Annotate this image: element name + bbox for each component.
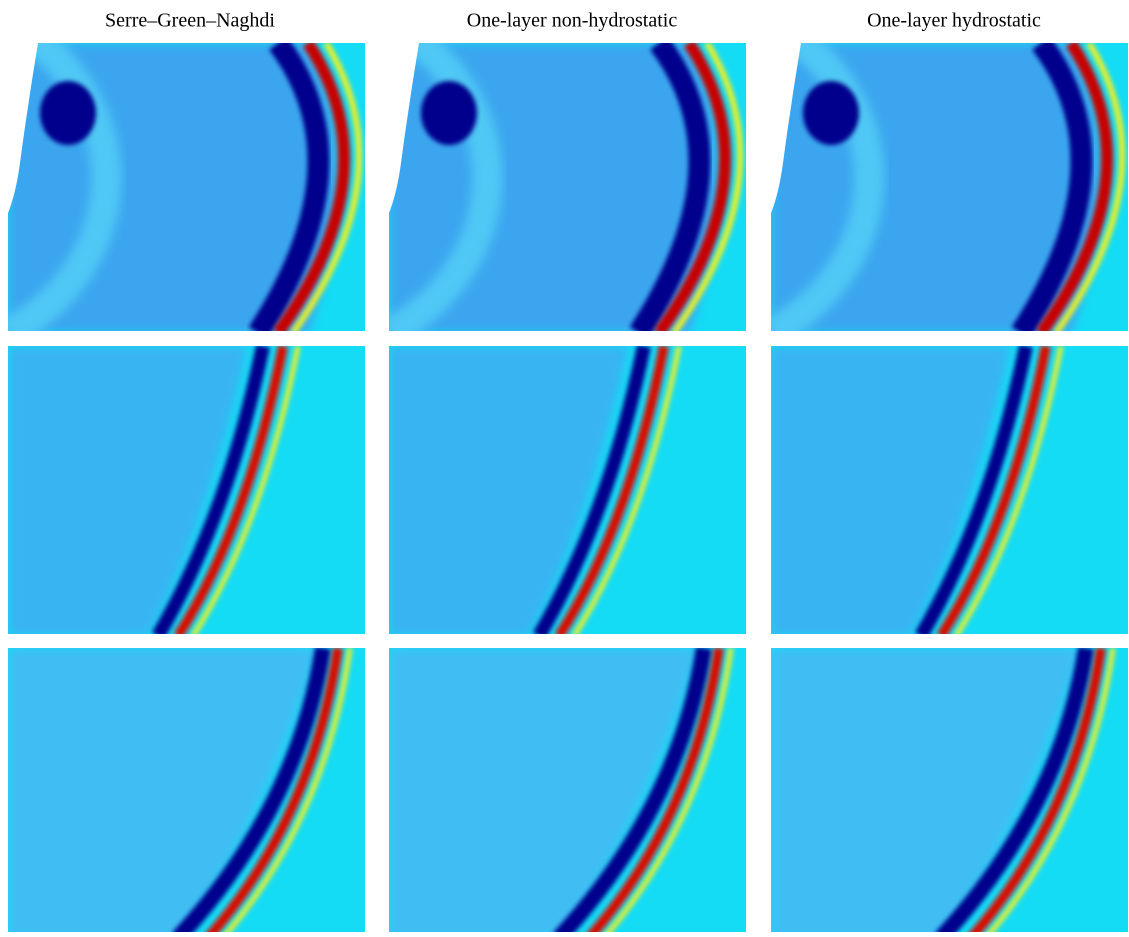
near-field (421, 81, 477, 145)
panel (8, 648, 365, 936)
crest (936, 346, 1051, 634)
coast (389, 43, 419, 213)
trough (553, 648, 712, 936)
coast (771, 43, 801, 213)
inner-ring (771, 43, 885, 331)
wave-region (771, 648, 1081, 936)
crest (173, 346, 288, 634)
panel (771, 346, 1128, 634)
front (221, 648, 353, 936)
trough (935, 648, 1094, 936)
front (954, 346, 1064, 634)
trough (151, 346, 270, 634)
wave-region (771, 346, 1011, 634)
crest (654, 43, 732, 331)
panel (8, 346, 365, 634)
crest (1036, 43, 1114, 331)
wave-region (389, 648, 699, 936)
column-title: Serre–Green–Naghdi (105, 10, 275, 32)
crest (273, 43, 351, 331)
crest (585, 648, 724, 936)
trough (629, 43, 711, 331)
front (290, 43, 363, 331)
trough (532, 346, 651, 634)
trough (914, 346, 1033, 634)
front (984, 648, 1116, 936)
crest (554, 346, 669, 634)
crest (204, 648, 343, 936)
trough (1011, 43, 1093, 331)
front (191, 346, 301, 634)
panel (771, 648, 1128, 936)
panel (389, 648, 746, 936)
inner-ring (8, 43, 122, 331)
front (1053, 43, 1126, 331)
column-title: One-layer hydrostatic (867, 10, 1041, 32)
trough (248, 43, 330, 331)
wave-region (389, 346, 629, 634)
trough (172, 648, 331, 936)
column-title: One-layer non-hydrostatic (467, 10, 678, 32)
panel (771, 43, 1128, 331)
near-field (40, 81, 96, 145)
front (602, 648, 734, 936)
wave-region (8, 648, 318, 936)
panel (8, 43, 365, 331)
coast (8, 43, 38, 213)
near-field (803, 81, 859, 145)
front (572, 346, 682, 634)
panel (389, 346, 746, 634)
panel (389, 43, 746, 331)
inner-ring (389, 43, 503, 331)
crest (967, 648, 1106, 936)
wave-region (8, 346, 248, 634)
front (671, 43, 744, 331)
